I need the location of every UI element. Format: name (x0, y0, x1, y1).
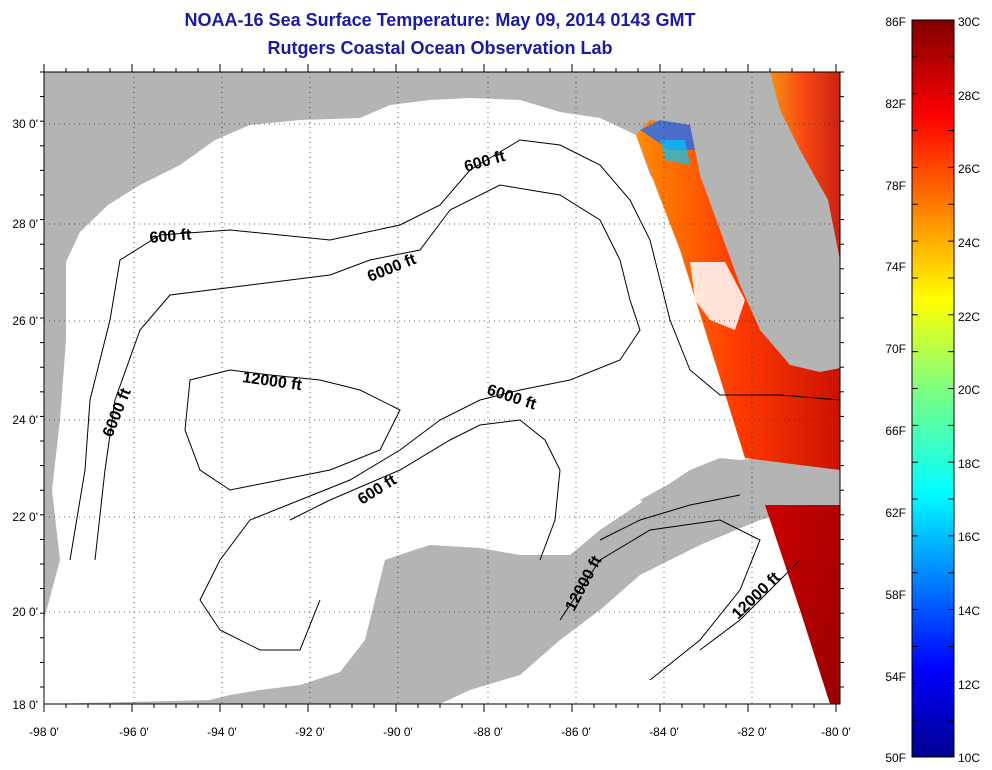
contour-12000ft (184, 369, 401, 491)
colorbar-c-label: 24C (958, 236, 980, 250)
contour-12000ft-south (559, 519, 761, 681)
colorbar-c-label: 20C (958, 383, 980, 397)
sst-swath-atlantic (770, 72, 840, 260)
map-subtitle: Rutgers Coastal Ocean Observation Lab (267, 38, 613, 58)
lon-axis: -98 0' -96 0' -94 0' -92 0' -90 0' -88 0… (29, 725, 851, 739)
colorbar-c-label: 30C (958, 15, 980, 29)
colorbar-c-label: 12C (958, 678, 980, 692)
lat-label: 18 0' (12, 698, 38, 712)
contour-12000ft-east (699, 559, 801, 651)
lon-label: -82 0' (737, 725, 767, 739)
colorbar-c-label: 26C (958, 162, 980, 176)
lon-label: -98 0' (29, 725, 59, 739)
lon-label: -80 0' (821, 725, 851, 739)
lon-label: -88 0' (473, 725, 503, 739)
lat-label: 20 0' (12, 605, 38, 619)
colorbar-f-label: 54F (885, 670, 906, 684)
contour-6000ft (94, 184, 641, 651)
sst-cool-patch (660, 140, 690, 165)
colorbar-f-label: 86F (885, 15, 906, 29)
colorbar-gradient (911, 19, 955, 758)
yucatan-land (360, 545, 545, 704)
colorbar-f-label: 50F (885, 751, 906, 765)
lat-label: 22 0' (12, 510, 38, 524)
axis-ticks (40, 64, 844, 712)
lon-label: -84 0' (649, 725, 679, 739)
contour-deep-cuba (599, 494, 741, 541)
lon-label: -86 0' (561, 725, 591, 739)
sst-cloud-patch (690, 262, 745, 330)
lon-label: -92 0' (295, 725, 325, 739)
colorbar: 86F 82F 78F 74F 70F 66F 62F 58F 54F 50F … (885, 15, 980, 765)
lat-axis: 30 0' 28 0' 26 0' 24 0' 22 0' 20 0' 18 0… (12, 117, 38, 712)
colorbar-f-label: 66F (885, 424, 906, 438)
lon-label: -96 0' (119, 725, 149, 739)
gulf-water (44, 98, 840, 704)
colorbar-ticks (912, 19, 954, 758)
colorbar-c-label: 22C (958, 310, 980, 324)
contour-600ft-south (289, 419, 561, 561)
colorbar-c-label: 28C (958, 89, 980, 103)
colorbar-c-label: 14C (958, 604, 980, 618)
colorbar-f-label: 58F (885, 588, 906, 602)
colorbar-c-label: 18C (958, 457, 980, 471)
lat-label: 26 0' (12, 314, 38, 328)
map-frame (43, 71, 841, 705)
colorbar-f-label: 78F (885, 179, 906, 193)
graticule (44, 72, 840, 704)
colorbar-f-label: 82F (885, 97, 906, 111)
colorbar-f-label: 74F (885, 260, 906, 274)
sst-swath-south (765, 505, 840, 704)
lon-label: -94 0' (207, 725, 237, 739)
lat-label: 24 0' (12, 413, 38, 427)
lon-label: -90 0' (383, 725, 413, 739)
caribbean-water (440, 505, 840, 704)
colorbar-c-label: 16C (958, 530, 980, 544)
contour-label: 600 ft (149, 226, 193, 247)
bathymetry-contours (69, 139, 840, 681)
colorbar-f-label: 70F (885, 342, 906, 356)
colorbar-f-label: 62F (885, 506, 906, 520)
lat-label: 28 0' (12, 217, 38, 231)
lat-label: 30 0' (12, 117, 38, 131)
contour-600ft (69, 139, 840, 561)
map-title: NOAA-16 Sea Surface Temperature: May 09,… (184, 10, 696, 30)
colorbar-c-label: 10C (958, 751, 980, 765)
